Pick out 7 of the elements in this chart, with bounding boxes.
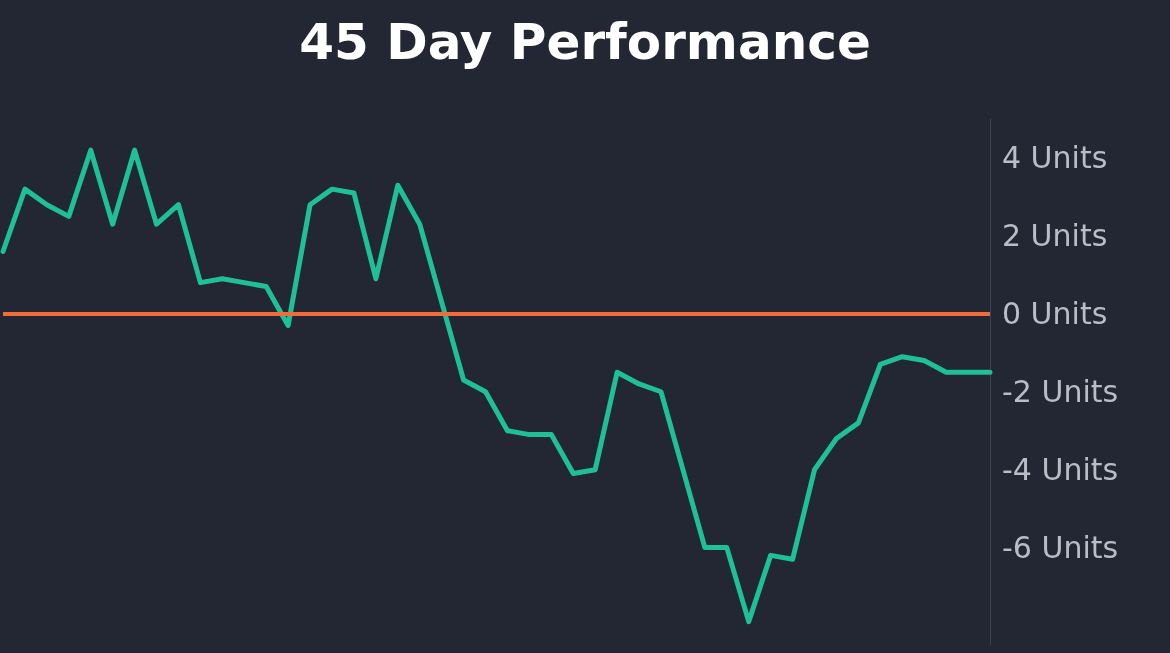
chart-title: 45 Day Performance [299, 13, 871, 71]
y-tick-label: 4 Units [1002, 140, 1108, 176]
y-tick-label: -4 Units [1002, 452, 1119, 488]
y-tick-label: -6 Units [1002, 530, 1119, 566]
y-tick-label: -2 Units [1002, 374, 1119, 410]
y-tick-label: 0 Units [1002, 296, 1108, 332]
y-tick-label: 2 Units [1002, 218, 1108, 254]
